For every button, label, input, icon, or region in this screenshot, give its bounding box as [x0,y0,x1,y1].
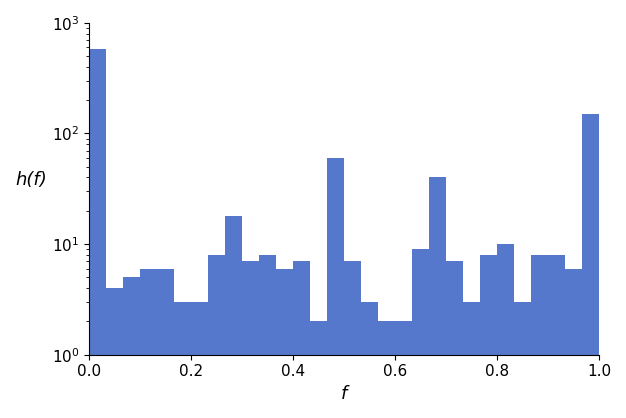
Bar [140,269,157,418]
Bar [361,302,377,418]
Bar [565,269,582,418]
Bar [514,302,531,418]
Bar [259,255,276,418]
Bar [310,321,327,418]
Bar [463,302,480,418]
Bar [327,158,344,418]
Bar [429,178,446,418]
Bar [378,321,395,418]
Bar [582,114,598,418]
X-axis label: f: f [341,385,347,403]
Bar [90,49,106,418]
Bar [192,302,208,418]
Bar [446,261,463,418]
Bar [395,321,412,418]
Bar [531,255,548,418]
Bar [208,255,225,418]
Bar [106,288,123,418]
Bar [548,255,565,418]
Bar [497,244,514,418]
Bar [413,249,429,418]
Bar [344,261,361,418]
Bar [480,255,496,418]
Bar [294,261,310,418]
Bar [175,302,191,418]
Bar [123,278,140,418]
Bar [157,269,174,418]
Bar [276,269,293,418]
Bar [242,261,259,418]
Bar [225,216,242,418]
Y-axis label: h(f): h(f) [15,171,47,189]
